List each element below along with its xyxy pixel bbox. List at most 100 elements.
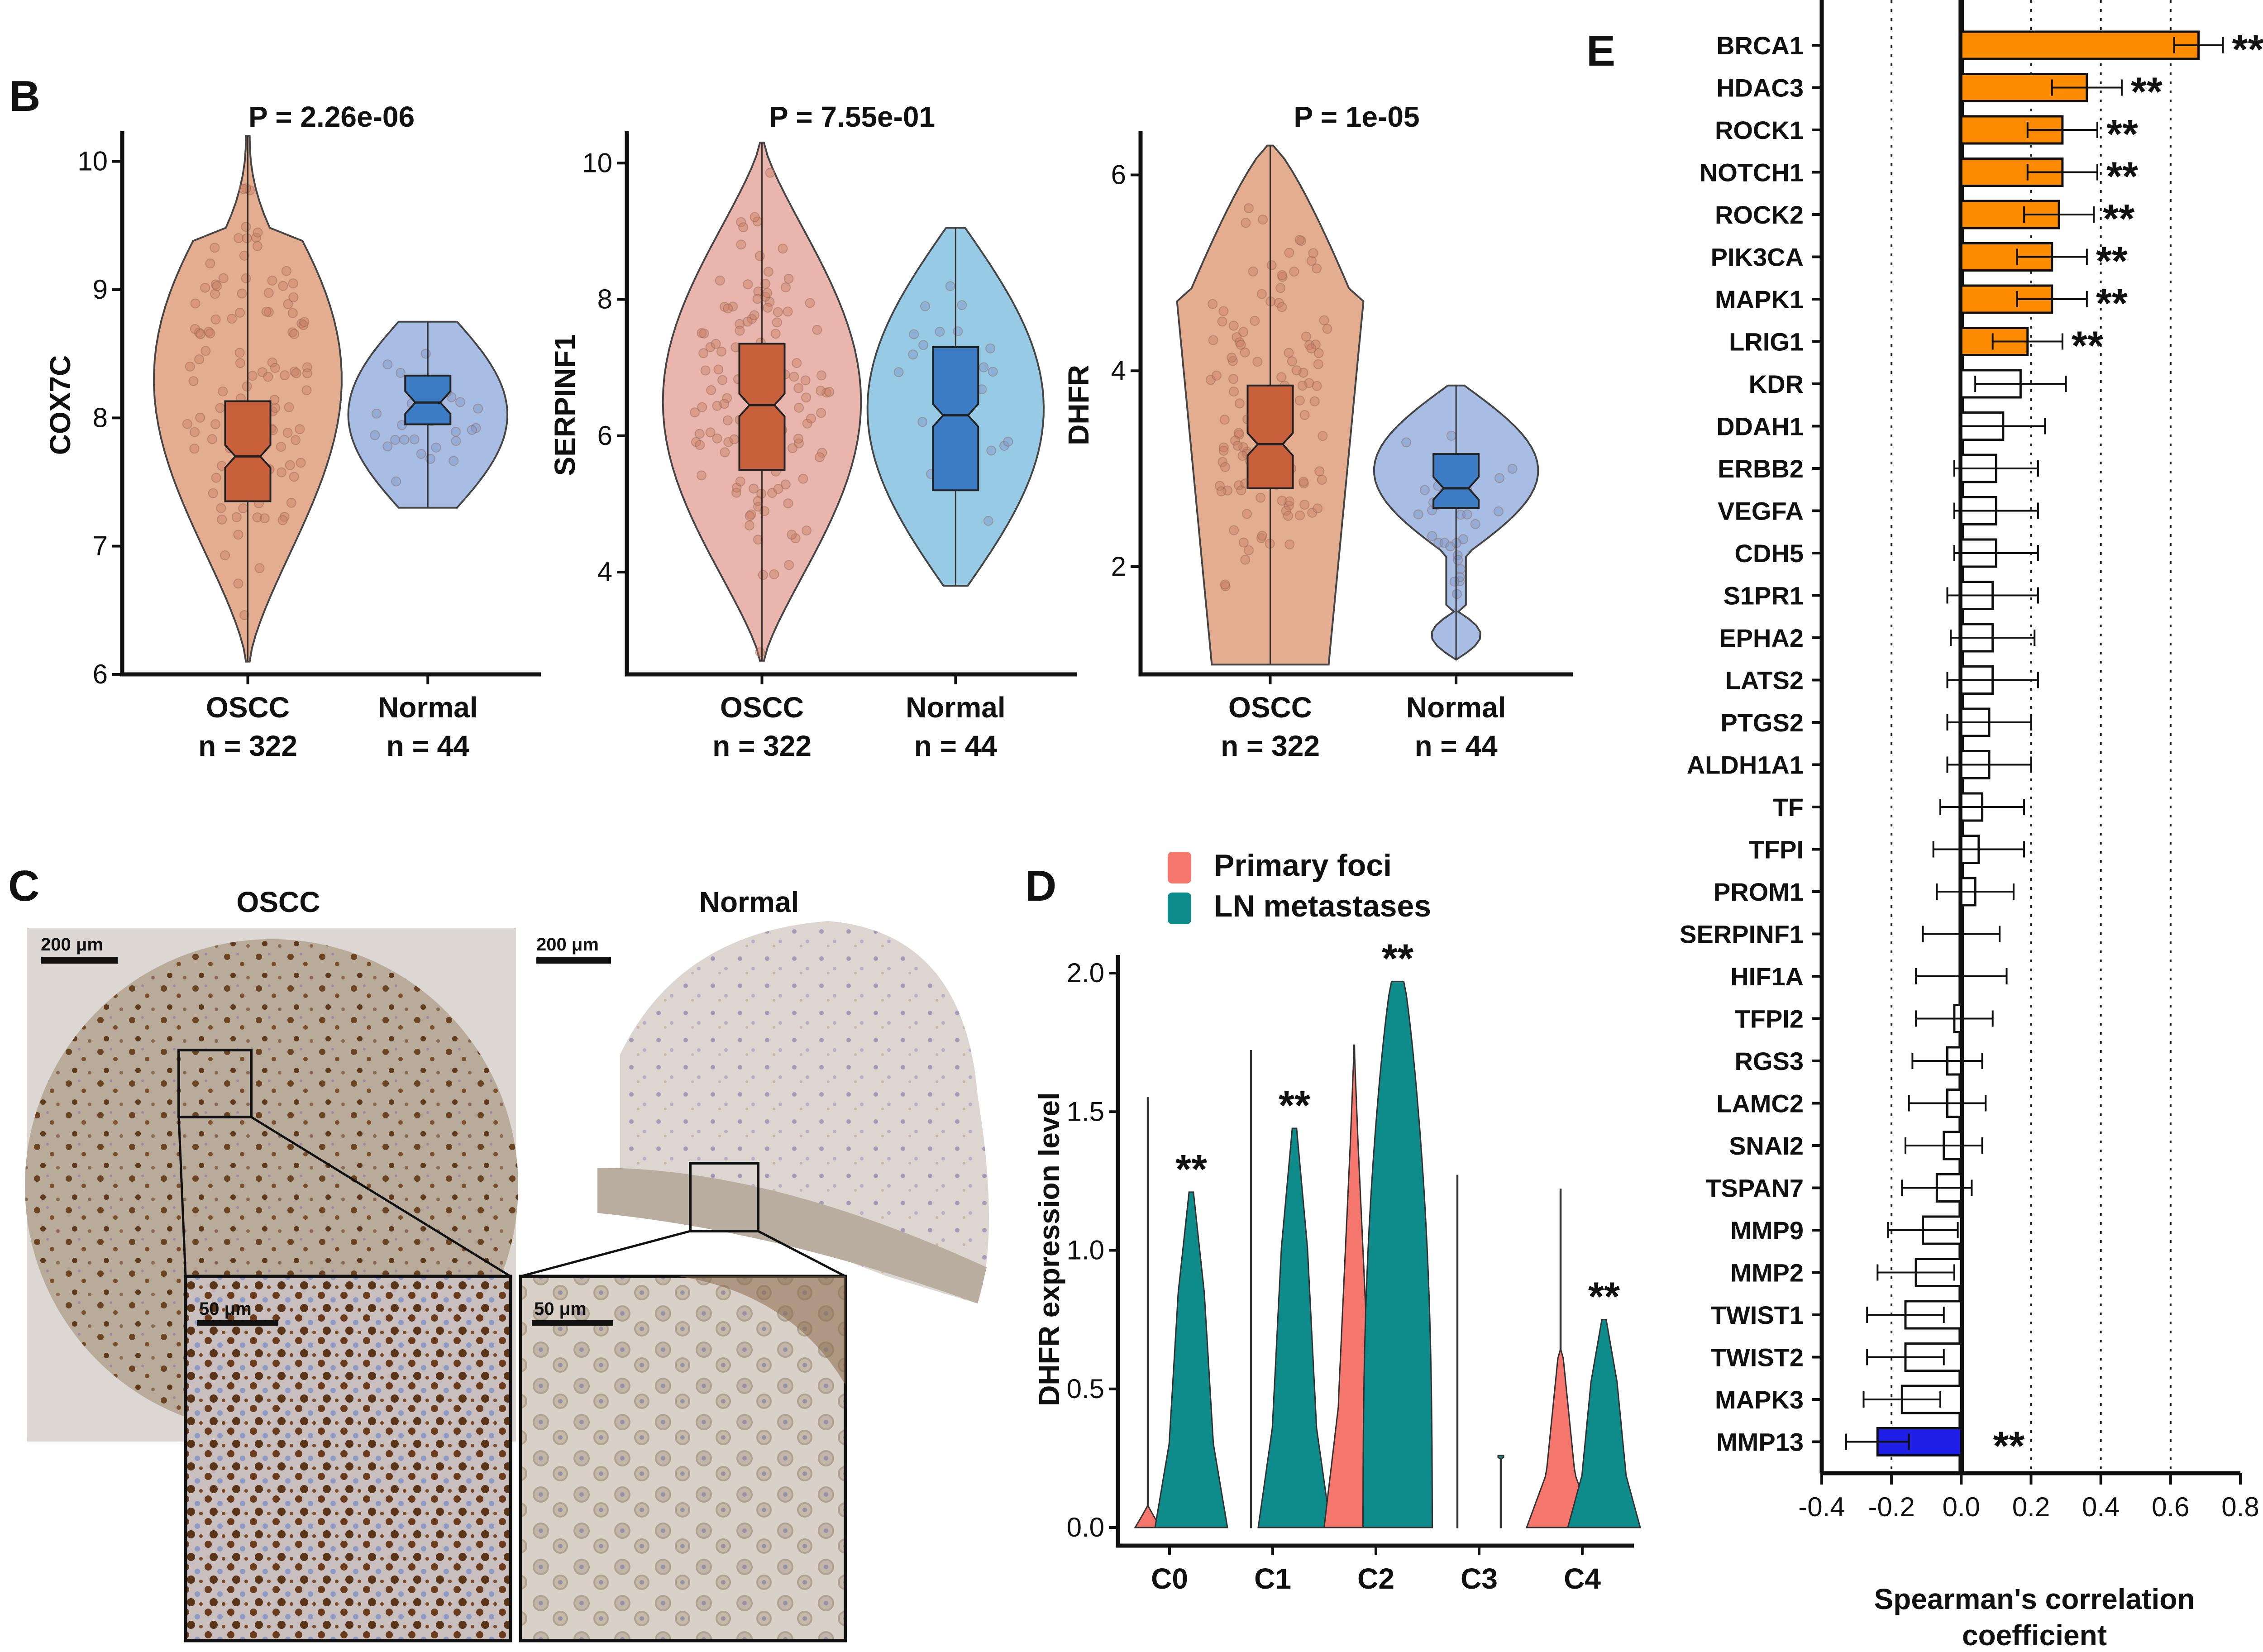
data-point: [802, 418, 812, 429]
data-point: [720, 301, 730, 312]
data-point: [1274, 298, 1284, 308]
data-point: [1240, 554, 1251, 565]
data-point: [1304, 340, 1314, 350]
gene-label: KDR: [1749, 370, 1804, 398]
data-point: [1312, 263, 1322, 274]
data-point: [712, 401, 722, 411]
y-tick-label: 6: [597, 420, 612, 451]
data-point: [1277, 270, 1287, 280]
data-point: [758, 570, 768, 580]
significance-marker: **: [2096, 239, 2128, 284]
data-point: [1284, 496, 1294, 506]
data-point: [744, 520, 754, 530]
data-point: [1413, 509, 1423, 520]
data-point: [760, 291, 770, 302]
data-point: [787, 530, 797, 540]
data-point: [729, 434, 740, 444]
data-point: [1222, 485, 1233, 496]
data-point: [1313, 503, 1323, 514]
data-point: [241, 222, 251, 232]
y-tick-label: 10: [582, 148, 612, 178]
y-tick-label: 0.0: [1067, 1512, 1104, 1542]
data-point: [1244, 203, 1254, 214]
data-point: [295, 424, 305, 434]
data-point: [1217, 457, 1228, 467]
data-point: [1301, 331, 1311, 342]
scale-bar: [536, 957, 611, 964]
ihc-oscc-zoom-line: [250, 1116, 511, 1278]
data-point: [296, 318, 307, 329]
y-tick-label: 8: [597, 284, 612, 315]
violin-ln-metastases: [1362, 980, 1433, 1528]
data-point: [1238, 537, 1249, 548]
data-point: [1452, 550, 1463, 560]
data-point: [705, 427, 716, 438]
y-tick-label: 8: [93, 402, 108, 433]
y-tick-label: 2: [1111, 551, 1126, 582]
data-point: [278, 281, 288, 291]
x-tick-label: C0: [1151, 1562, 1188, 1595]
data-point: [699, 328, 709, 339]
data-point: [1427, 531, 1437, 541]
x-tick-label: C4: [1564, 1562, 1601, 1595]
data-point: [1433, 538, 1444, 548]
data-point: [291, 368, 301, 378]
data-point: [467, 425, 477, 435]
data-point: [277, 515, 288, 525]
data-point: [1289, 267, 1299, 277]
data-point: [195, 412, 205, 423]
data-point: [200, 282, 210, 293]
data-point: [793, 383, 804, 393]
ihc-normal-basal-layer: [679, 1276, 845, 1385]
data-point: [195, 329, 205, 339]
data-point: [798, 473, 808, 484]
ihc-normal-zoom: [519, 1275, 847, 1642]
data-point: [269, 395, 280, 405]
data-point: [816, 386, 826, 396]
data-point: [760, 279, 771, 289]
data-point: [717, 375, 728, 385]
gene-label: RGS3: [1735, 1047, 1804, 1075]
data-point: [241, 183, 252, 194]
data-point: [1419, 485, 1430, 495]
data-point: [773, 484, 783, 494]
data-point: [715, 275, 725, 286]
data-point: [1298, 368, 1308, 378]
data-point: [1244, 545, 1254, 555]
data-point: [431, 442, 441, 453]
gene-label: MAPK3: [1715, 1385, 1804, 1414]
scale-bar-label: 200 μm: [536, 935, 599, 955]
data-point: [210, 419, 220, 430]
data-point: [446, 392, 457, 402]
data-point: [416, 449, 426, 459]
data-point: [783, 306, 793, 317]
legend-label: LN metastases: [1214, 889, 1431, 923]
data-point: [1228, 374, 1238, 384]
data-point: [390, 434, 401, 445]
data-point: [471, 423, 481, 433]
data-point: [1317, 475, 1327, 485]
data-point: [289, 472, 299, 482]
data-point: [270, 363, 280, 373]
data-point: [935, 327, 945, 337]
data-point: [234, 233, 244, 244]
data-point: [220, 550, 230, 560]
data-point: [1308, 248, 1318, 258]
data-point: [784, 560, 794, 570]
axis-line: [1138, 131, 1573, 677]
ihc-normal-zoom-line: [757, 1230, 846, 1278]
data-point: [231, 512, 242, 522]
group-label: Normal: [1406, 691, 1506, 724]
data-point: [296, 458, 306, 468]
significance-marker: **: [2106, 154, 2138, 200]
x-tick-label: 0.8: [2221, 1492, 2259, 1522]
y-tick-label: 4: [597, 557, 612, 587]
gene-label: MAPK1: [1715, 285, 1804, 314]
gene-label: TWIST2: [1711, 1343, 1804, 1372]
data-point: [1313, 348, 1324, 358]
ihc-oscc-zoom: [184, 1275, 512, 1642]
data-point: [210, 289, 220, 299]
data-point: [241, 273, 251, 283]
panel-label-d: D: [1025, 862, 1056, 910]
data-point: [288, 278, 298, 289]
